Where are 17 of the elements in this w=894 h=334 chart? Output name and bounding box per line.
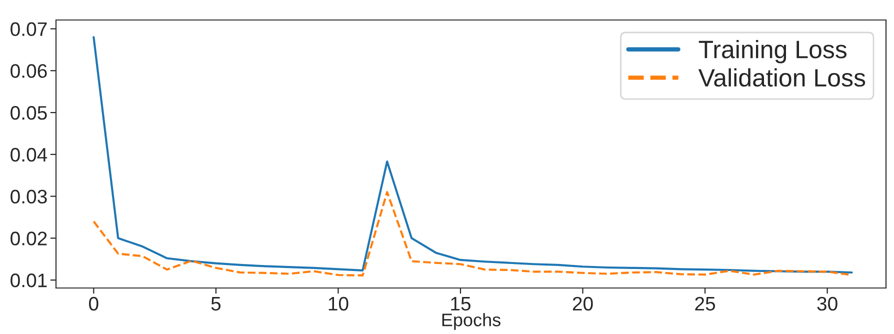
- legend-label: Training Loss: [698, 40, 847, 64]
- legend-label: Validation Loss: [698, 68, 866, 87]
- x-tick-label: 30: [817, 296, 838, 311]
- x-tick-label: 0: [89, 296, 98, 311]
- y-tick-label: 0.06: [10, 64, 47, 78]
- x-tick-label: 25: [695, 296, 716, 311]
- x-tick-label: 10: [328, 296, 348, 311]
- y-tick-label: 0.04: [10, 148, 48, 162]
- y-tick-label: 0.05: [10, 106, 47, 120]
- y-tick-label: 0.02: [10, 232, 47, 246]
- x-axis-title: Epochs: [442, 313, 500, 330]
- y-tick-label: 0.07: [10, 22, 47, 36]
- x-tick-label: 20: [572, 296, 593, 311]
- y-tick-label: 0.03: [10, 190, 47, 204]
- x-tick-label: 15: [451, 297, 470, 311]
- x-tick-label: 5: [211, 297, 221, 311]
- y-tick-label: 0.01: [10, 274, 47, 288]
